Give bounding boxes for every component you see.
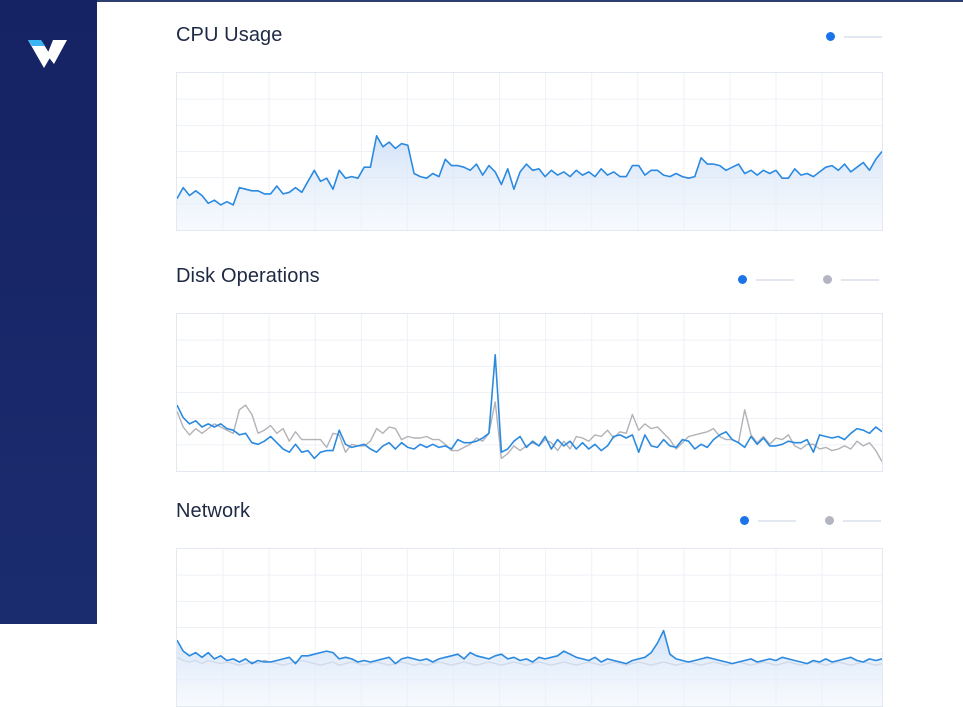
disk-operations-title: Disk Operations	[176, 265, 320, 287]
series-area-fill	[177, 135, 882, 230]
network-chart[interactable]	[176, 548, 883, 707]
legend-line	[756, 278, 794, 281]
legend-item-disk-read[interactable]	[738, 275, 794, 284]
disk-operations-chart[interactable]	[176, 313, 883, 472]
series-dot-blue	[740, 516, 749, 525]
legend-line	[841, 278, 879, 281]
series-line-primary	[177, 354, 882, 460]
network-legend	[711, 516, 881, 525]
series-line-primary	[177, 135, 882, 206]
series-dot-gray	[825, 516, 834, 525]
network-title: Network	[176, 500, 251, 522]
legend-line	[844, 35, 882, 38]
chart-svg	[177, 73, 882, 230]
cpu-legend	[797, 32, 882, 41]
sidebar	[0, 0, 97, 624]
chart-svg	[177, 314, 882, 471]
legend-item-disk-write[interactable]	[823, 275, 879, 284]
series-dot-gray	[823, 275, 832, 284]
legend-line	[843, 519, 881, 522]
legend-item-network-in[interactable]	[740, 516, 796, 525]
top-border	[97, 0, 963, 2]
legend-line	[758, 519, 796, 522]
cpu-usage-title: CPU Usage	[176, 24, 283, 46]
disk-legend	[709, 275, 879, 284]
chart-svg	[177, 549, 882, 706]
cpu-usage-chart[interactable]	[176, 72, 883, 231]
legend-item-cpu[interactable]	[826, 32, 882, 41]
series-dot-blue	[826, 32, 835, 41]
vultr-v-logo-icon[interactable]	[27, 36, 69, 74]
series-dot-blue	[738, 275, 747, 284]
legend-item-network-out[interactable]	[825, 516, 881, 525]
